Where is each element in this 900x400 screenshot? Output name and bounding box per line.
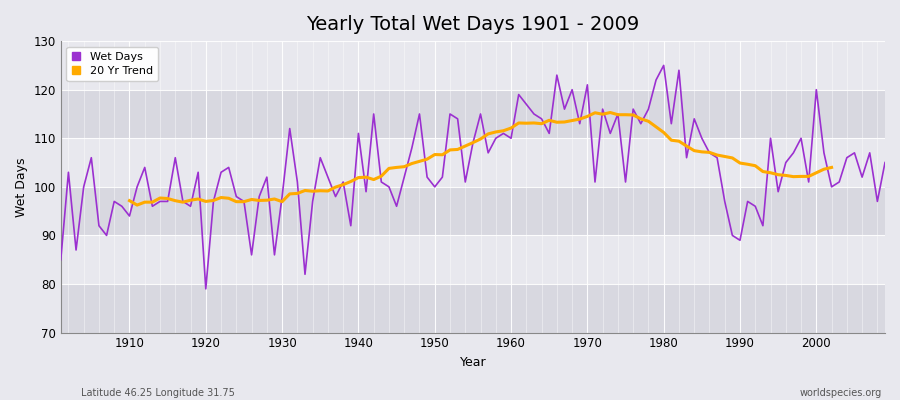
Line: 20 Yr Trend: 20 Yr Trend [130,112,832,205]
Line: Wet Days: Wet Days [61,66,885,289]
20 Yr Trend [131,203,142,208]
Wet Days [513,92,524,97]
X-axis label: Year: Year [460,356,486,369]
20 Yr Trend [697,150,707,154]
Wet Days [506,136,517,141]
Legend: Wet Days, 20 Yr Trend: Wet Days, 20 Yr Trend [67,47,158,81]
Wet Days [292,180,302,184]
20 Yr Trend [482,132,493,136]
20 Yr Trend [628,112,639,117]
Bar [61,41,885,90]
20 Yr Trend [223,196,234,201]
Bar [61,284,885,332]
Bar [61,90,885,138]
Y-axis label: Wet Days: Wet Days [15,157,28,216]
Wet Days [879,160,890,165]
20 Yr Trend [605,110,616,115]
Bar [61,236,885,284]
20 Yr Trend [124,198,135,203]
20 Yr Trend [826,165,837,170]
Wet Days [201,286,212,291]
Text: worldspecies.org: worldspecies.org [800,388,882,398]
Wet Days [116,204,127,209]
Text: Latitude 46.25 Longitude 31.75: Latitude 46.25 Longitude 31.75 [81,388,235,398]
20 Yr Trend [276,199,287,204]
Wet Days [658,63,669,68]
Wet Days [605,131,616,136]
Title: Yearly Total Wet Days 1901 - 2009: Yearly Total Wet Days 1901 - 2009 [306,15,640,34]
Wet Days [338,180,348,184]
Bar [61,187,885,236]
20 Yr Trend [247,197,257,202]
Bar [61,138,885,187]
Wet Days [56,257,67,262]
